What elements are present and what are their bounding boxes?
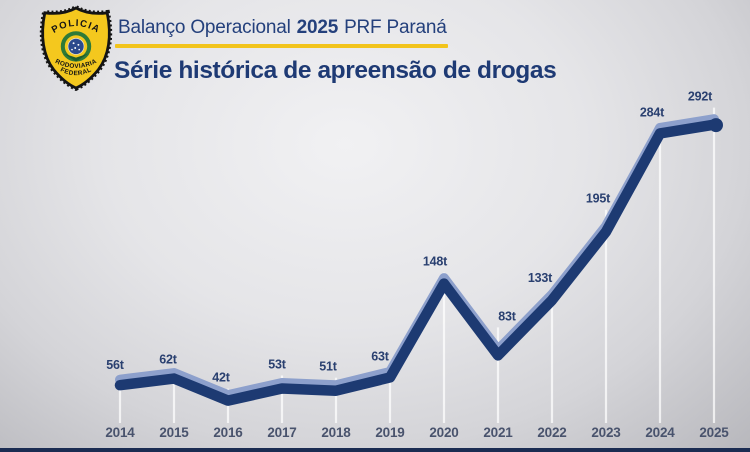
prf-badge-logo: POLICIA RODOVIARIA FEDERAL — [39, 5, 113, 91]
series-line-highlight — [115, 114, 719, 401]
value-label: 133t — [528, 271, 553, 285]
year-label: 2014 — [105, 425, 135, 440]
series-line — [114, 119, 720, 406]
year-label: 2018 — [321, 425, 351, 440]
year-label: 2024 — [645, 425, 675, 440]
badge-text-policia: POLICIA — [50, 18, 101, 36]
value-labels-group: 56t 62t 42t 53t 51t 63t 148t 83t 133t 195t 284t 292… — [106, 90, 713, 385]
value-label: 148t — [423, 255, 448, 269]
year-label: 2017 — [267, 425, 296, 440]
header-year: 2025 — [296, 17, 339, 38]
year-label: 2015 — [159, 425, 189, 440]
year-label: 2020 — [429, 425, 458, 440]
bottom-navy-bar — [0, 448, 750, 452]
yellow-underline-divider — [115, 44, 448, 48]
badge-coat-of-arms — [60, 31, 92, 62]
svg-text:FEDERAL: FEDERAL — [59, 66, 93, 77]
value-label: 56t — [106, 358, 125, 372]
svg-text:POLICIA: POLICIA — [50, 18, 102, 36]
year-label: 2022 — [537, 425, 566, 440]
series-end-cap — [709, 118, 723, 133]
value-label: 42t — [212, 371, 231, 385]
year-label: 2021 — [483, 425, 513, 440]
value-label: 62t — [159, 353, 178, 367]
year-label: 2016 — [213, 425, 243, 440]
value-label: 53t — [268, 357, 287, 371]
value-label: 63t — [371, 349, 390, 363]
badge-text-federal: FEDERAL — [59, 66, 92, 77]
chart-title: Série histórica de apreensão de drogas — [114, 57, 557, 84]
value-label: 292t — [688, 90, 713, 104]
year-label: 2019 — [375, 425, 404, 440]
series-line-group — [114, 114, 723, 406]
year-label: 2023 — [591, 425, 621, 440]
value-label: 195t — [586, 192, 611, 206]
header-region: PRF Paraná — [344, 17, 447, 38]
value-label: 284t — [640, 105, 665, 119]
year-label: 2025 — [699, 425, 729, 440]
year-labels-group: 2014 2015 2016 2017 2018 2019 2020 2021 2022 2023… — [105, 425, 729, 440]
value-label: 83t — [498, 309, 517, 323]
header-label: Balanço Operacional — [118, 17, 291, 38]
report-header: Balanço Operacional 2025 PRF Paraná — [118, 17, 447, 39]
drop-lines-group — [118, 107, 716, 423]
value-label: 51t — [319, 360, 338, 374]
